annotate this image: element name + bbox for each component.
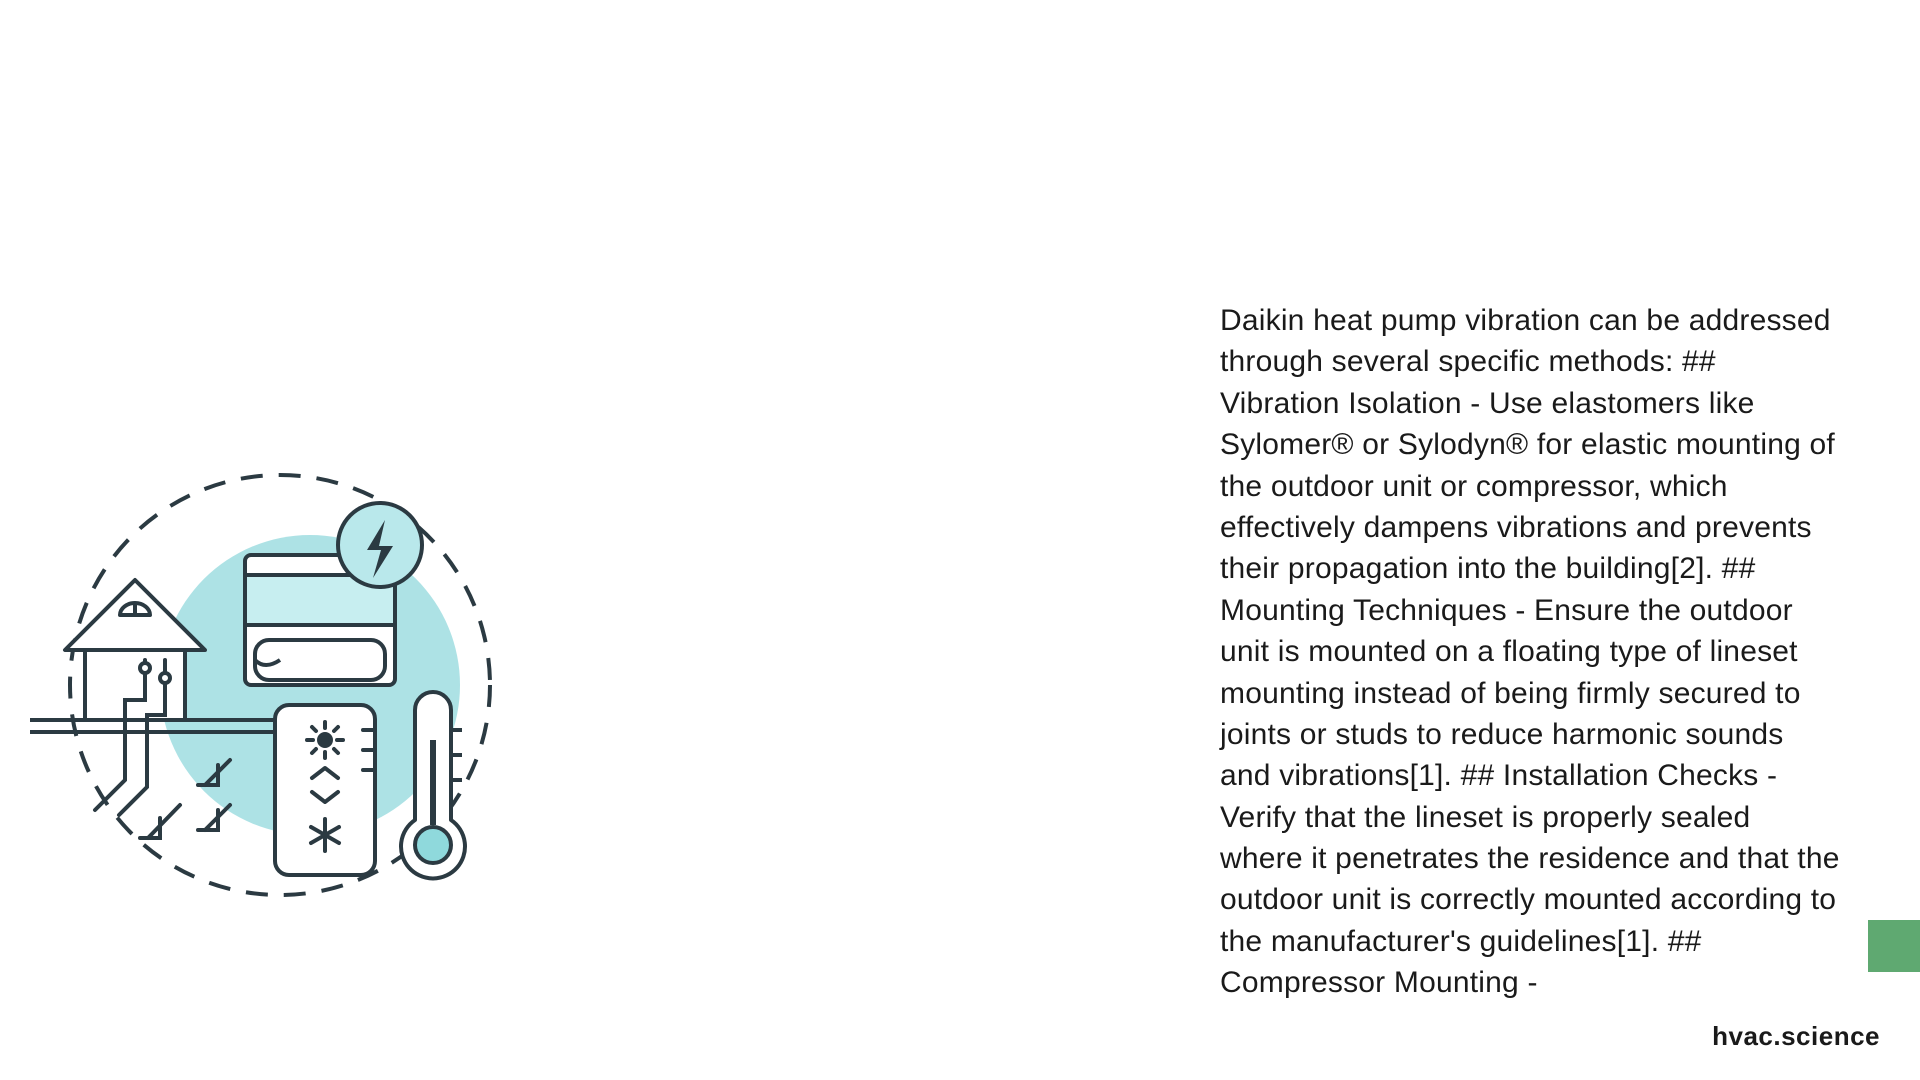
site-watermark: hvac.science <box>1712 1021 1880 1052</box>
article-body: Daikin heat pump vibration can be addres… <box>1220 300 1840 1004</box>
hvac-heat-pump-illustration <box>30 460 510 920</box>
side-accent-tab <box>1868 920 1920 972</box>
